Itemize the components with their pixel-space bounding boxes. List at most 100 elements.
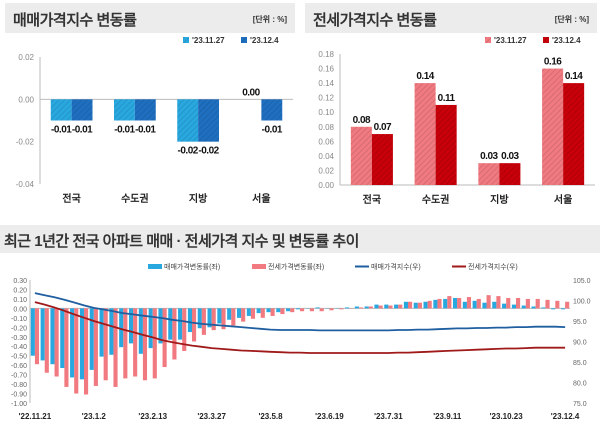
right-y-tick-label: 100.0 — [573, 299, 591, 306]
sale-change-bar — [433, 299, 438, 309]
x-tick-label: '23.2.13 — [138, 412, 167, 421]
sale-change-bar — [30, 308, 35, 356]
bar — [542, 68, 564, 185]
jeonse-index-line — [34, 301, 566, 354]
sale-change-bar — [403, 301, 408, 309]
x-tick-label: '23.3.27 — [197, 412, 226, 421]
jeonse-change-bar — [34, 308, 40, 365]
sale-change-bar — [79, 308, 84, 380]
jeonse-change-bar — [221, 308, 226, 330]
sale-change-bar — [560, 308, 566, 310]
left-y-tick-label: 0.10 — [13, 297, 27, 304]
jeonse-change-bar — [368, 306, 373, 309]
legend-swatch — [252, 264, 266, 269]
data-label: 0.08 — [353, 115, 371, 126]
jeonse-change-bar — [250, 308, 256, 319]
sale-change-panel: 매매가격지수 변동률 [단위 : %] '23.11.27 '23.12.4 0.0… — [0, 0, 298, 210]
jeonse-change-bar — [565, 301, 570, 309]
sale-change-bar — [492, 301, 497, 309]
data-label: -0.01 — [262, 125, 283, 136]
sale-change-bar — [502, 303, 507, 309]
y-tick-label: 0.04 — [318, 152, 334, 161]
sale-change-bar — [89, 308, 94, 370]
jeonse-change-bar — [270, 308, 275, 316]
legend-label: '23.11.27 — [192, 36, 225, 45]
left-y-tick-label: -0.40 — [11, 344, 27, 351]
bar — [177, 99, 199, 142]
data-label: 0.14 — [565, 71, 583, 82]
bar — [71, 99, 93, 121]
jeonse-change-bar — [358, 307, 364, 309]
bar — [478, 163, 500, 185]
y-tick-label: 0.12 — [318, 94, 334, 103]
jeonse-change-panel: 전세가격지수 변동률 [단위 : %] '23.11.27 '23.12.4 0.1… — [302, 0, 600, 210]
right-y-tick-label: 80.0 — [573, 381, 587, 388]
jeonse-change-bar — [133, 308, 138, 377]
x-tick-label: '23.9.11 — [433, 412, 462, 421]
bar — [414, 83, 436, 185]
category-label: 수도권 — [121, 193, 149, 205]
jeonse-change-bar — [535, 298, 540, 309]
sale-change-bar — [158, 308, 163, 344]
trend-title-bar: 최근 1년간 전국 아파트 매매 · 전세가격 지수 및 변동률 추이 — [0, 225, 600, 253]
unit-label: [단위 : %] — [252, 15, 287, 24]
y-tick-label: 0.18 — [318, 50, 334, 59]
category-label: 지방 — [189, 192, 208, 205]
sale-change-bar — [197, 308, 202, 329]
sale-change-bar — [148, 308, 153, 349]
sale-change-bar — [276, 308, 281, 313]
jeonse-change-bar — [211, 308, 216, 331]
jeonse-change-bar — [113, 308, 118, 387]
sale-change-bar — [207, 308, 212, 328]
jeonse-change-bar — [555, 300, 560, 309]
trend-chart: 매매가격변동률(좌) 전세가격변동률(좌) 매매가격지수(우) 전세가격지수(우) 0.… — [11, 262, 591, 421]
sale-change-bar — [541, 307, 546, 309]
jeonse-change-bar — [339, 308, 344, 310]
sale-change-bar — [482, 302, 487, 309]
sale-change-bar — [187, 308, 192, 333]
sale-change-bar — [462, 301, 467, 309]
bar — [563, 83, 585, 185]
left-y-tick-label: 0.00 — [13, 306, 27, 313]
sale-change-bar — [354, 306, 359, 309]
sale-change-bar — [423, 301, 428, 309]
sale-change-bar — [119, 308, 124, 348]
jeonse-change-bar — [300, 308, 305, 312]
jeonse-change-bar — [103, 308, 108, 381]
sale-change-bar — [266, 308, 271, 313]
jeonse-change-bar — [123, 308, 128, 379]
sale-change-bar — [109, 308, 114, 355]
jeonse-change-bar — [201, 308, 206, 335]
data-label: 0.16 — [544, 57, 562, 68]
sale-change-title-bar: 매매가격지수 변동률 [단위 : %] — [5, 3, 295, 33]
bar — [435, 104, 457, 185]
y-tick-label: 0.06 — [318, 137, 334, 146]
sale-change-bar — [168, 308, 173, 340]
sale-change-bar — [344, 307, 350, 309]
jeonse-change-bar — [466, 297, 472, 309]
trend-title: 최근 1년간 전국 아파트 매매 · 전세가격 지수 및 변동률 추이 — [4, 233, 359, 250]
sale-change-bar — [315, 307, 320, 309]
jeonse-change-bar — [241, 308, 246, 322]
trend-panel: 최근 1년간 전국 아파트 매매 · 전세가격 지수 및 변동률 추이 매매가격… — [0, 222, 600, 426]
jeonse-change-bar — [84, 308, 89, 395]
sale-change-bar — [531, 306, 536, 309]
data-label: -0.02 — [178, 146, 199, 157]
jeonse-change-bar — [290, 308, 295, 313]
sale-change-bar — [236, 308, 242, 318]
jeonse-change-bar — [437, 298, 442, 309]
jeonse-change-bar — [417, 302, 422, 309]
jeonse-change-bar — [447, 296, 452, 309]
legend-swatch — [183, 37, 189, 43]
y-tick-label: 0.16 — [318, 65, 334, 74]
left-y-tick-label: -0.80 — [11, 382, 27, 389]
legend-label: 매매가격지수(우) — [371, 262, 421, 271]
bar — [499, 163, 521, 185]
jeonse-change-chart: '23.11.27'23.12.40.180.160.140.120.100.0… — [318, 36, 595, 206]
jeonse-change-bar — [545, 299, 550, 309]
y-tick-label: -0.04 — [16, 180, 35, 189]
sale-change-bar — [295, 308, 300, 310]
data-label: -0.01 — [114, 125, 135, 136]
y-tick-label: 0.00 — [18, 95, 34, 104]
sale-change-bar — [452, 297, 458, 309]
